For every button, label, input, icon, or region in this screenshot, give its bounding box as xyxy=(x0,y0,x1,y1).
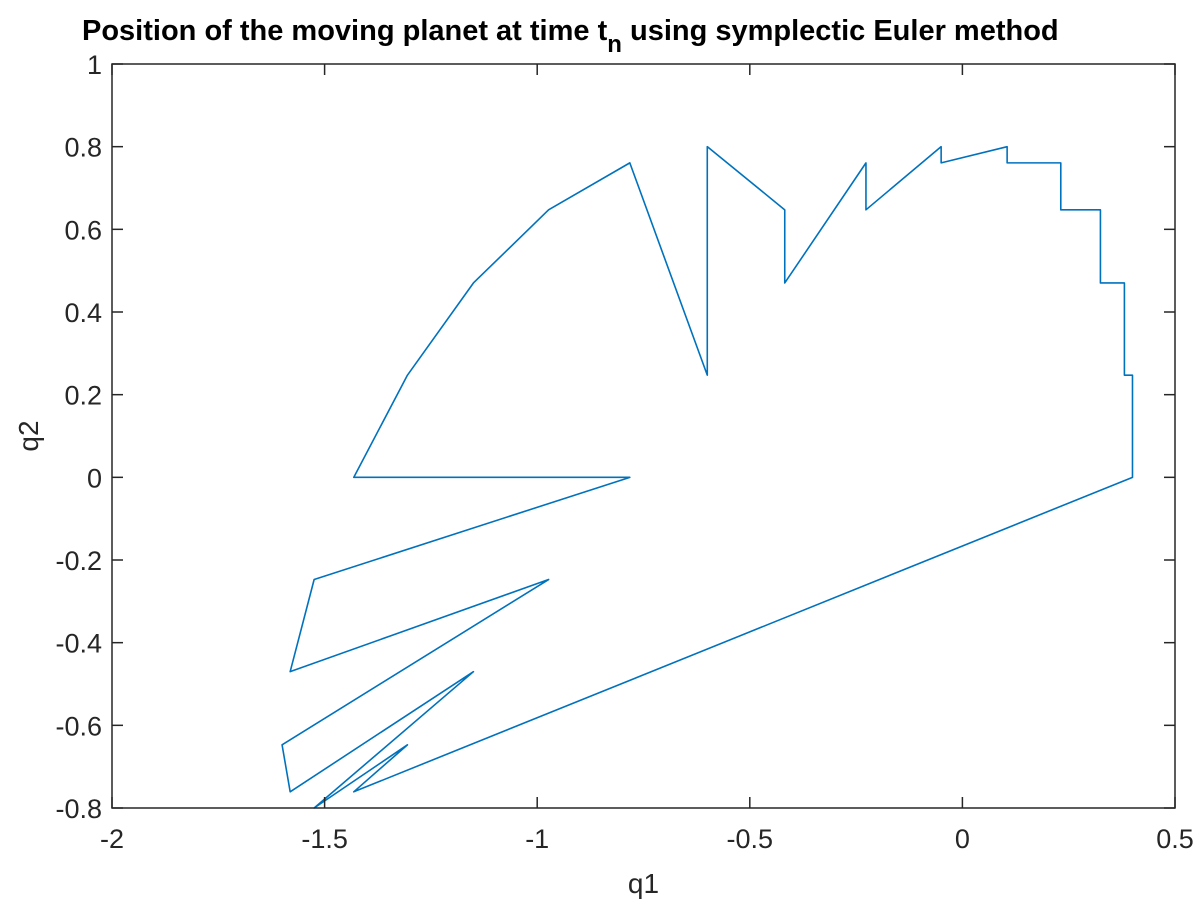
x-tick-label: 0.5 xyxy=(1156,824,1194,854)
series-layer xyxy=(281,145,1134,809)
y-tick-label: 0.2 xyxy=(64,381,102,411)
x-tick-label: -2 xyxy=(100,824,124,854)
x-tick-label: 0 xyxy=(955,824,970,854)
axes-box xyxy=(111,63,1176,809)
x-axis-label: q1 xyxy=(628,868,659,899)
y-tick-labels: -0.8 -0.6 -0.4 -0.2 0 0.2 0.4 0.6 0.8 1 xyxy=(55,50,102,824)
y-tick-label: 0.8 xyxy=(64,133,102,163)
y-tick-label: 0.6 xyxy=(64,215,102,245)
y-tick-label: -0.6 xyxy=(55,711,102,741)
y-tick-label: -0.8 xyxy=(55,794,102,824)
chart-title: Position of the moving planet at time tn… xyxy=(82,15,1059,58)
y-tick-label: -0.2 xyxy=(55,546,102,576)
chart-title-subscript: n xyxy=(607,31,622,58)
y-axis-label: q2 xyxy=(13,420,44,451)
y-tick-label: 0.4 xyxy=(64,298,102,328)
plot-area xyxy=(112,64,1175,808)
series-line-0 xyxy=(281,145,1134,809)
chart-title-rest: using symplectic Euler method xyxy=(622,15,1059,47)
x-tick-label: -1.5 xyxy=(301,824,348,854)
x-tick-labels: -2 -1.5 -1 -0.5 0 0.5 xyxy=(100,824,1194,854)
y-tick-label: 0 xyxy=(87,463,102,493)
y-tick-label: -0.4 xyxy=(55,629,102,659)
y-tick-label: 1 xyxy=(87,50,102,80)
chart-title-main: Position of the moving planet at time t xyxy=(82,15,608,47)
x-tick-label: -0.5 xyxy=(727,824,774,854)
x-tick-label: -1 xyxy=(525,824,549,854)
